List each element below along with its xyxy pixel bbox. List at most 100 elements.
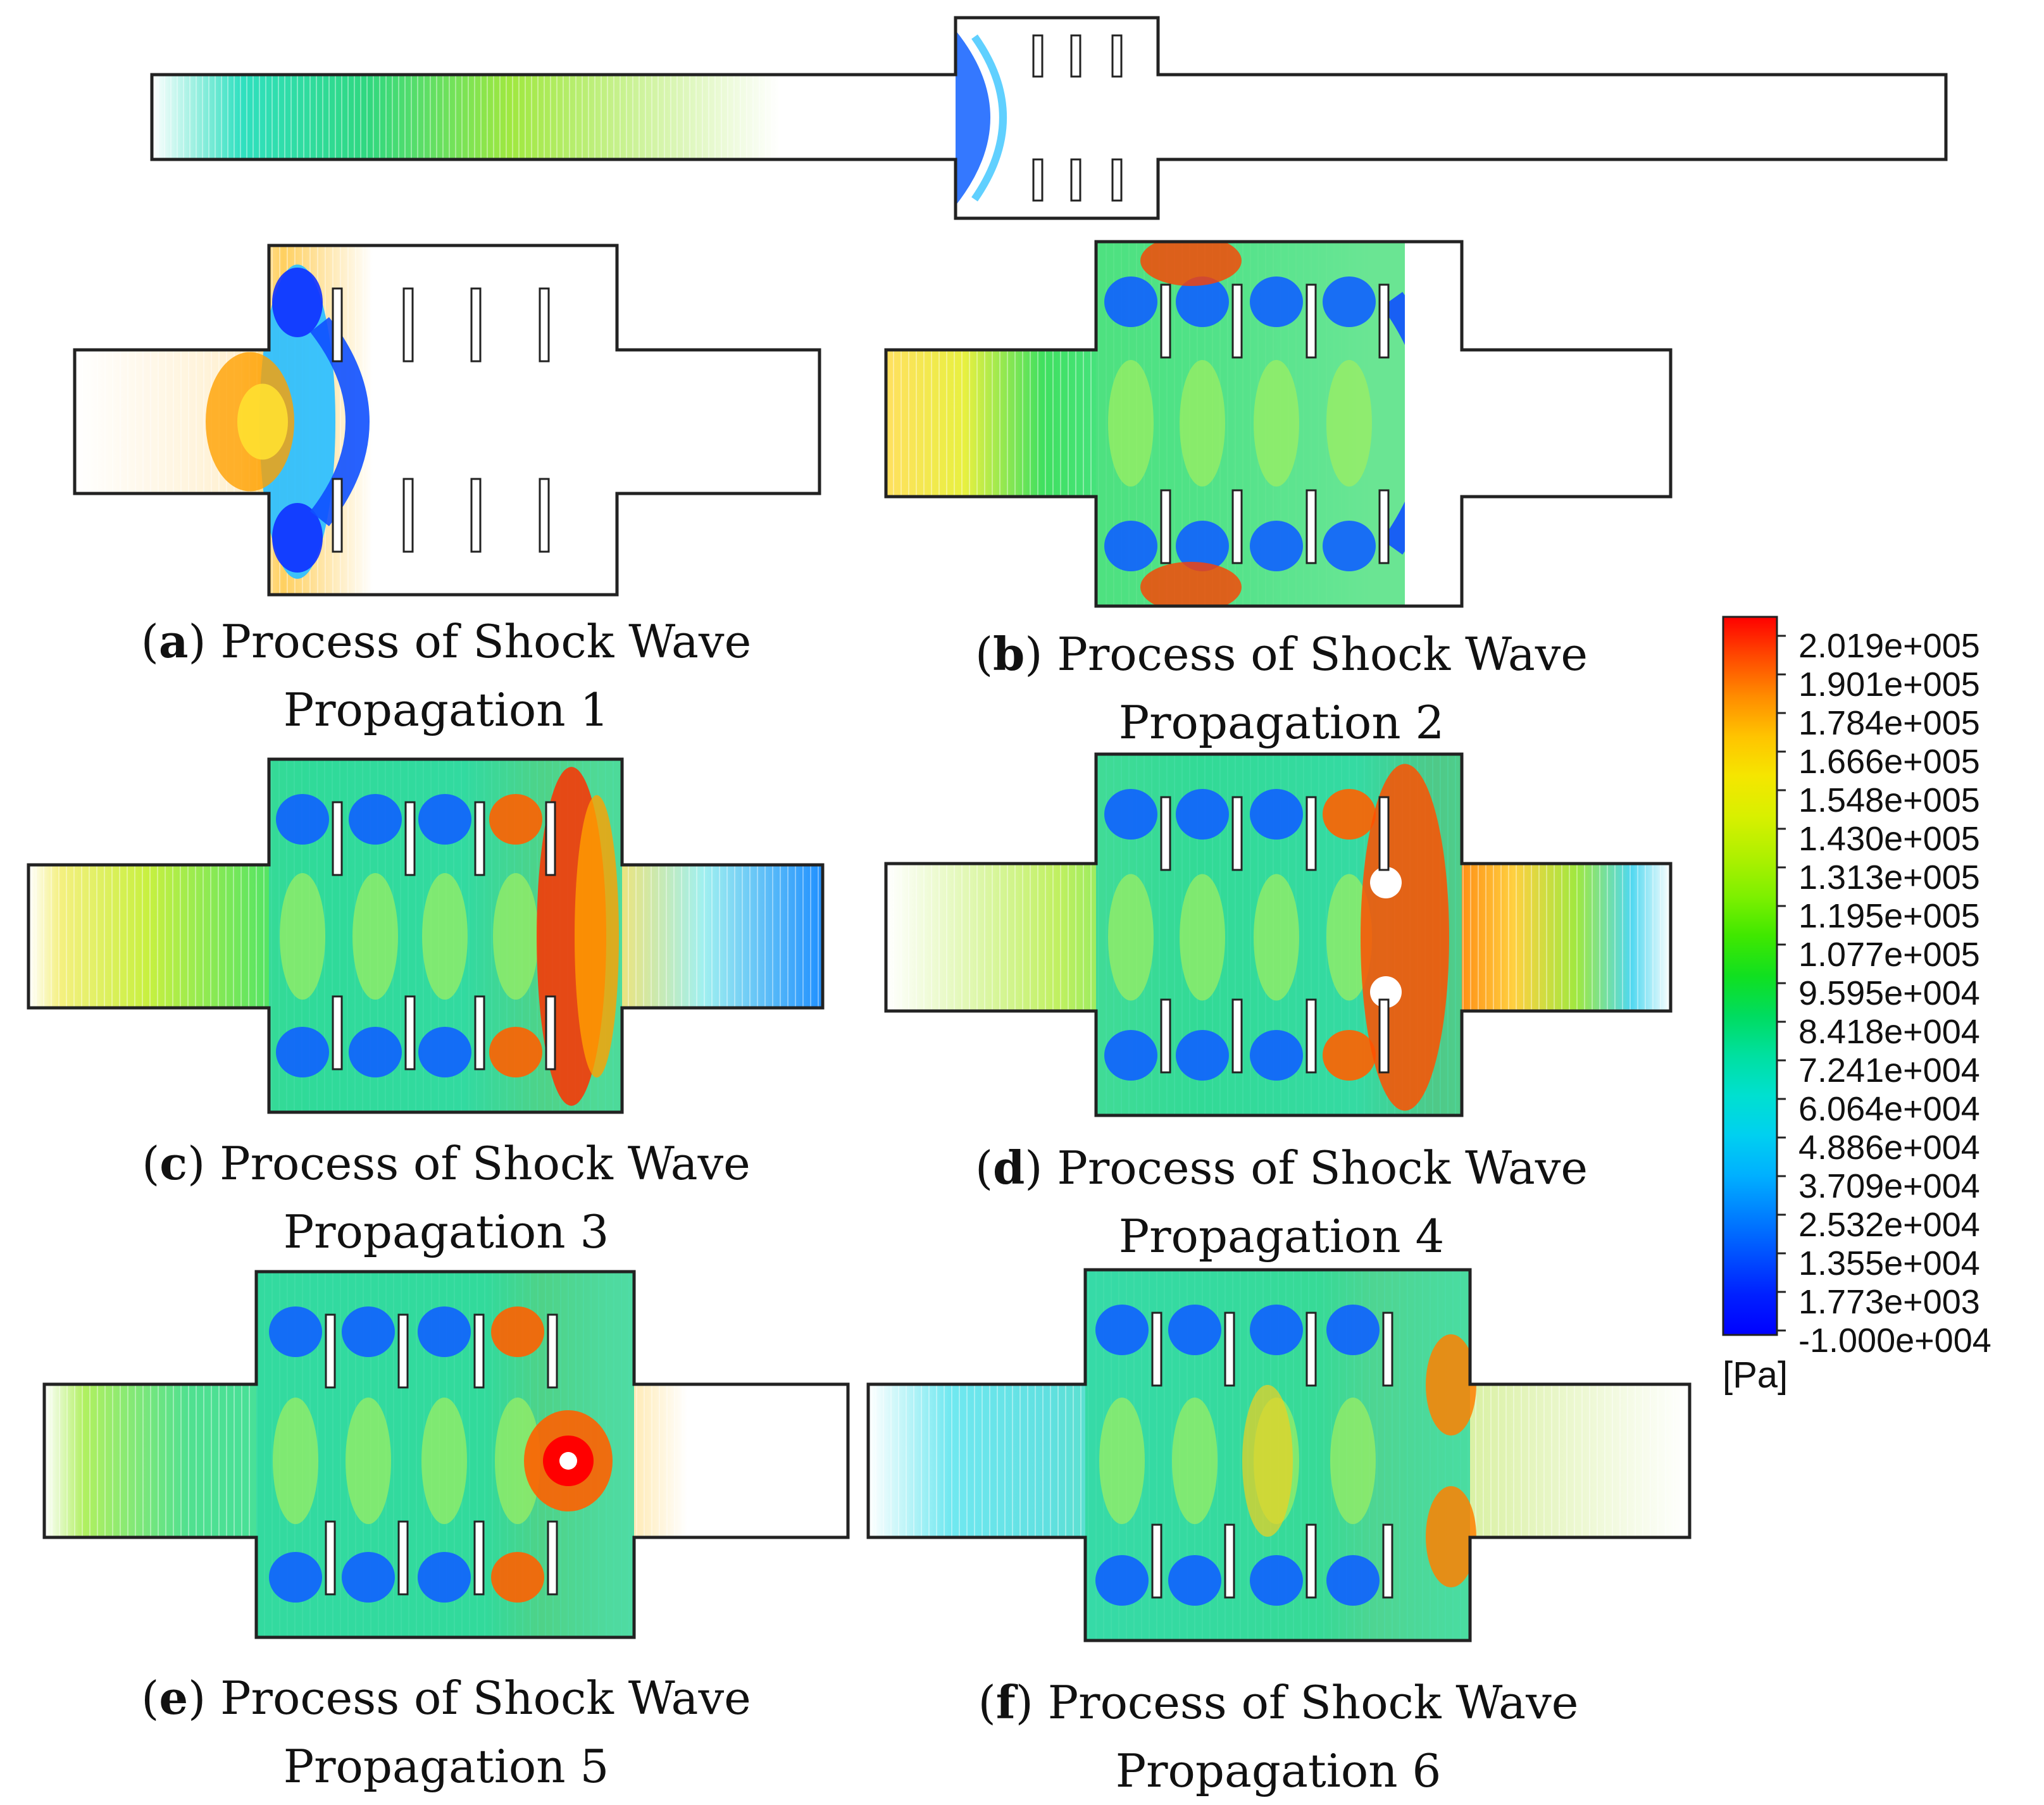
baffle-plate — [1151, 1523, 1162, 1599]
baffle-plate — [404, 995, 416, 1070]
pressure-region — [1176, 789, 1229, 840]
legend-value: 1.077e+005 — [1798, 936, 1980, 974]
baffle-plate — [1378, 489, 1390, 564]
caption-e-line2: Propagation 5 — [283, 1740, 609, 1793]
legend-value: -1.000e+004 — [1798, 1322, 1991, 1360]
pressure-region — [1172, 1398, 1218, 1524]
chamber-outline — [866, 1268, 1692, 1642]
pressure-region — [346, 1398, 391, 1524]
caption-c-label: c — [159, 1136, 188, 1190]
baffle-plate — [545, 995, 556, 1070]
pressure-region — [1180, 360, 1225, 487]
legend-value: 6.064e+004 — [1798, 1090, 1980, 1128]
baffle-plate — [1032, 34, 1044, 78]
chamber-outline — [27, 757, 825, 1114]
caption-a: (a) Process of Shock Wave Propagation 1 — [140, 614, 752, 736]
caption-b: (b) Process of Shock Wave Propagation 2 — [975, 627, 1588, 749]
baffle-plate — [1378, 998, 1390, 1074]
pressure-region — [1095, 1555, 1149, 1606]
pressure-region — [1250, 1030, 1303, 1081]
baffle-plate — [1306, 1312, 1317, 1387]
caption-b-label: b — [993, 627, 1025, 681]
baffle-plate — [1378, 796, 1390, 871]
pressure-region — [559, 1452, 577, 1470]
caption-f-label: f — [995, 1675, 1016, 1729]
pressure-region — [1108, 874, 1154, 1001]
baffle-plate — [547, 1313, 558, 1389]
pressure-region — [1426, 1486, 1476, 1587]
caption-c-line1: Process of Shock Wave — [220, 1137, 751, 1190]
pressure-region — [1426, 1334, 1476, 1436]
pressure-region — [1250, 521, 1303, 571]
pressure-region — [1168, 1305, 1221, 1355]
pressure-region — [272, 503, 323, 573]
chamber-outline — [42, 1270, 850, 1639]
panel-d-field — [886, 754, 1671, 1115]
pressure-region — [349, 1027, 402, 1077]
caption-a-line1: Process of Shock Wave — [220, 615, 752, 668]
baffle-plate — [473, 1313, 485, 1389]
pressure-region — [1108, 360, 1154, 487]
pressure-region — [493, 873, 539, 1000]
pressure-region — [1254, 360, 1299, 487]
pressure-region — [1140, 242, 1242, 286]
pressure-region — [491, 1306, 544, 1357]
baffle-plate — [1070, 158, 1081, 202]
baffle-plate — [332, 287, 343, 363]
baffle-plate — [402, 287, 414, 363]
caption-e: (e) Process of Shock Wave Propagation 5 — [141, 1671, 751, 1793]
caption-f-line2: Propagation 6 — [1115, 1744, 1442, 1797]
pressure-region — [1330, 1398, 1376, 1524]
legend-value: 1.313e+005 — [1798, 859, 1980, 896]
chamber-outline — [884, 752, 1673, 1117]
legend-value: 8.418e+004 — [1798, 1013, 1980, 1051]
caption-f: (f) Process of Shock Wave Propagation 6 — [978, 1675, 1579, 1797]
pressure-region — [273, 1398, 318, 1524]
pressure-region — [269, 1306, 322, 1357]
pressure-region — [418, 794, 471, 845]
baffle-plate — [1231, 796, 1243, 871]
legend-value: 1.901e+005 — [1798, 666, 1980, 704]
baffle-plate — [325, 1520, 336, 1596]
baffle-plate — [1306, 796, 1317, 871]
pressure-region — [1176, 276, 1229, 327]
legend-value: 7.241e+004 — [1798, 1051, 1980, 1089]
caption-d-label: d — [993, 1141, 1025, 1194]
baffle-plate — [474, 995, 485, 1070]
pressure-region — [1326, 1555, 1380, 1606]
pressure-region — [276, 1027, 329, 1077]
pressure-region — [1104, 789, 1157, 840]
pressure-region — [1099, 1398, 1145, 1524]
baffle-plate — [470, 478, 482, 553]
pressure-region — [1242, 1385, 1293, 1537]
pressure-region — [1370, 976, 1402, 1008]
baffle-plate — [470, 287, 482, 363]
colorbar-gradient — [1722, 616, 1778, 1336]
baffle-plate — [545, 801, 556, 876]
caption-b-line1: Process of Shock Wave — [1057, 628, 1588, 681]
caption-c-line2: Propagation 3 — [283, 1205, 609, 1258]
pressure-region — [1254, 874, 1299, 1001]
pressure-region — [1250, 1305, 1303, 1355]
pressure-region — [1323, 276, 1376, 327]
pressure-region — [1104, 276, 1157, 327]
pressure-region — [1323, 789, 1376, 840]
pressure-region — [352, 873, 398, 1000]
caption-b-line2: Propagation 2 — [1118, 696, 1445, 749]
caption-f-line1: Process of Shock Wave — [1047, 1676, 1579, 1729]
panel-b — [884, 240, 1673, 608]
chamber-outline — [150, 16, 1948, 220]
baffle-plate — [1160, 998, 1171, 1074]
caption-d: (d) Process of Shock Wave Propagation 4 — [975, 1141, 1588, 1263]
pressure-region — [342, 1306, 395, 1357]
legend-value: 1.773e+003 — [1798, 1283, 1980, 1321]
pressure-region — [1168, 1555, 1221, 1606]
panel-top — [150, 16, 1948, 220]
pressure-colorbar — [1722, 616, 1786, 1336]
baffle-plate — [539, 287, 550, 363]
legend-value: 4.886e+004 — [1798, 1129, 1980, 1167]
baffle-plate — [332, 801, 343, 876]
baffle-plate — [1306, 1523, 1317, 1599]
caption-d-line2: Propagation 4 — [1118, 1210, 1445, 1263]
pressure-region — [1176, 521, 1229, 571]
